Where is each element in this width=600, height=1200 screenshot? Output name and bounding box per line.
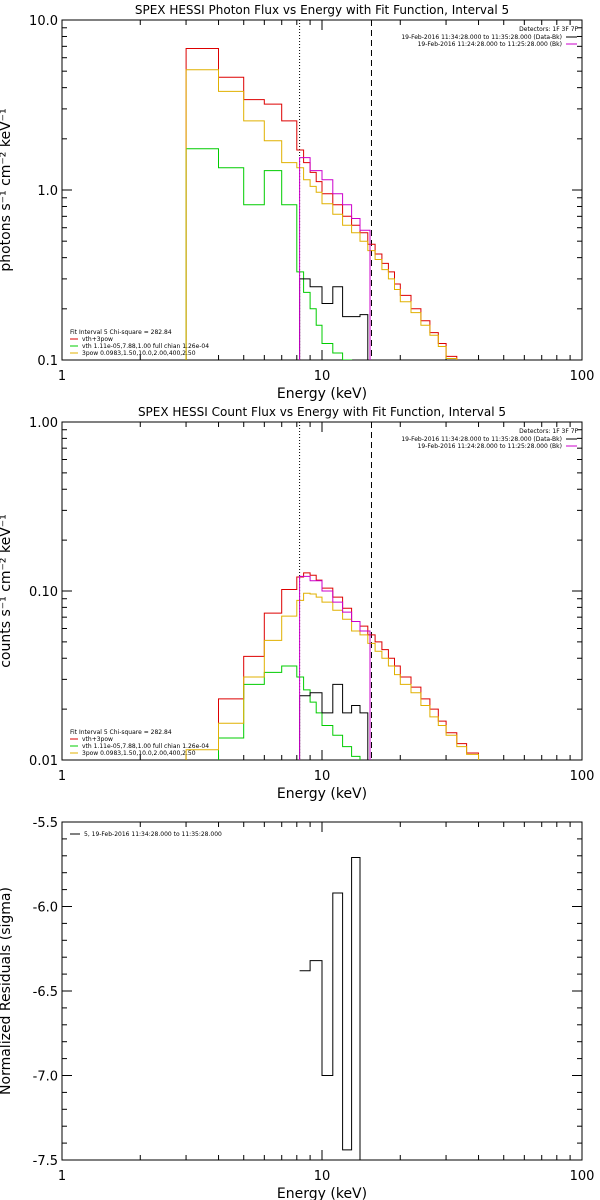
y-tick-label: 0.10 — [29, 585, 58, 600]
series-line-1 — [218, 665, 361, 760]
x-tick-label: 100 — [570, 369, 595, 384]
y-tick-label: 0.1 — [37, 354, 58, 369]
y-axis-label: photons s⁻¹ cm⁻² keV⁻¹ — [0, 108, 14, 271]
chart-title: SPEX HESSI Count Flux vs Energy with Fit… — [138, 405, 506, 419]
x-tick-label: 100 — [570, 1169, 595, 1184]
legend-entry-text: 19-Feb-2016 11:24:28.000 to 11:25:28.000… — [418, 41, 562, 48]
series-line-0 — [185, 48, 458, 360]
series-line-4 — [299, 575, 371, 760]
y-tick-label: -5.5 — [33, 816, 58, 831]
y-tick-label: -7.5 — [33, 1154, 58, 1169]
series-line-2 — [185, 592, 479, 760]
legend-detectors: Detectors: 1F 3F 7F — [519, 26, 578, 33]
chart-title: SPEX HESSI Photon Flux vs Energy with Fi… — [135, 3, 509, 17]
x-tick-label: 1 — [58, 369, 66, 384]
x-tick-label: 10 — [314, 769, 331, 784]
x-tick-label: 1 — [58, 769, 66, 784]
x-axis-label: Energy (keV) — [277, 1186, 367, 1200]
y-tick-label: 1.0 — [37, 184, 58, 199]
legend-entry-text: vth+3pow — [82, 336, 113, 343]
legend-entry-text: 19-Feb-2016 11:34:28.000 to 11:35:28.000… — [401, 34, 562, 41]
y-tick-label: 1.00 — [29, 416, 58, 431]
series-line-3 — [299, 278, 369, 360]
legend-fit-header: Fit Interval 5 Chi-square = 282.84 — [70, 729, 172, 736]
series-line-3 — [299, 683, 369, 760]
x-axis-label: Energy (keV) — [277, 386, 367, 402]
legend-entry-text: 5, 19-Feb-2016 11:34:28.000 to 11:35:28.… — [84, 831, 222, 838]
y-axis-label: counts s⁻¹ cm⁻² keV⁻¹ — [0, 514, 14, 668]
legend-entry-text: vth 1.11e-05,7.88,1.00 full chian 1.26e-… — [82, 743, 209, 750]
legend-entry-text: 3pow 0.0983,1.50,10.0,2.00,400,2.50 — [82, 350, 196, 357]
y-tick-label: 10.0 — [29, 14, 58, 29]
x-tick-label: 100 — [570, 769, 595, 784]
legend-fit-header: Fit Interval 5 Chi-square = 282.84 — [70, 329, 172, 336]
y-tick-label: 0.01 — [29, 754, 58, 769]
legend-entry-text: 3pow 0.0983,1.50,10.0,2.00,400,2.50 — [82, 750, 196, 757]
series-line-4 — [299, 157, 371, 360]
series-line-2 — [185, 69, 458, 360]
series-line-1 — [185, 148, 353, 360]
legend-entry-text: 19-Feb-2016 11:24:28.000 to 11:25:28.000… — [418, 443, 562, 450]
y-tick-label: -7.0 — [33, 1070, 58, 1085]
x-tick-label: 10 — [314, 1169, 331, 1184]
legend-entry-text: vth+3pow — [82, 736, 113, 743]
series-line-0 — [299, 857, 368, 1160]
legend-entry-text: 19-Feb-2016 11:34:28.000 to 11:35:28.000… — [401, 436, 562, 443]
x-axis-label: Energy (keV) — [277, 786, 367, 802]
legend-entry-text: vth 1.11e-05,7.88,1.00 full chian 1.26e-… — [82, 343, 209, 350]
y-axis-label: Normalized Residuals (sigma) — [0, 887, 14, 1095]
x-tick-label: 1 — [58, 1169, 66, 1184]
y-tick-label: -6.0 — [33, 901, 58, 916]
legend-detectors: Detectors: 1F 3F 7F — [519, 428, 578, 435]
series-line-0 — [218, 572, 479, 760]
x-tick-label: 10 — [314, 369, 331, 384]
y-tick-label: -6.5 — [33, 985, 58, 1000]
